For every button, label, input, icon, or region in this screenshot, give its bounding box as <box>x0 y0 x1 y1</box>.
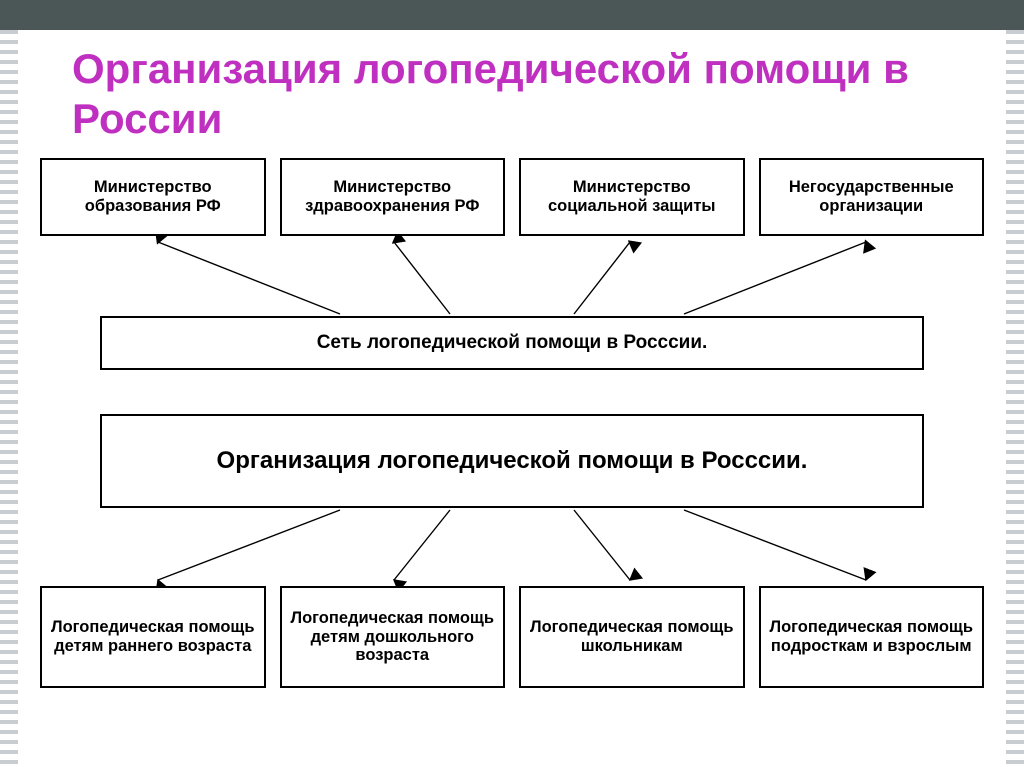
side-dash-right <box>1006 30 1024 767</box>
org-box: Организация логопедической помощи в Росс… <box>100 414 924 508</box>
bottom-box-2: Логопедическая помощь школьникам <box>519 586 745 688</box>
slide-title: Организация логопедической помощи в Росс… <box>72 44 984 143</box>
top-box-2: Министерство социальной защиты <box>519 158 745 236</box>
top-row: Министерство образования РФ Министерство… <box>40 158 984 236</box>
slide: Организация логопедической помощи в Росс… <box>0 0 1024 767</box>
bottom-box-0: Логопедическая помощь детям раннего возр… <box>40 586 266 688</box>
network-box: Сеть логопедической помощи в Росссии. <box>100 316 924 370</box>
bottom-row: Логопедическая помощь детям раннего возр… <box>40 586 984 688</box>
side-dash-left <box>0 30 18 767</box>
top-box-3: Негосударственные организации <box>759 158 985 236</box>
spacer <box>40 370 984 414</box>
diagram-area: Министерство образования РФ Министерство… <box>40 158 984 747</box>
top-box-1: Министерство здравоохранения РФ <box>280 158 506 236</box>
bottom-box-3: Логопедическая помощь подросткам и взрос… <box>759 586 985 688</box>
org-row: Организация логопедической помощи в Росс… <box>40 414 984 508</box>
arrows-down <box>40 508 984 586</box>
arrows-up <box>40 236 984 316</box>
bottom-box-1: Логопедическая помощь детям дошкольного … <box>280 586 506 688</box>
top-box-0: Министерство образования РФ <box>40 158 266 236</box>
header-bar <box>0 0 1024 30</box>
network-row: Сеть логопедической помощи в Росссии. <box>40 316 984 370</box>
